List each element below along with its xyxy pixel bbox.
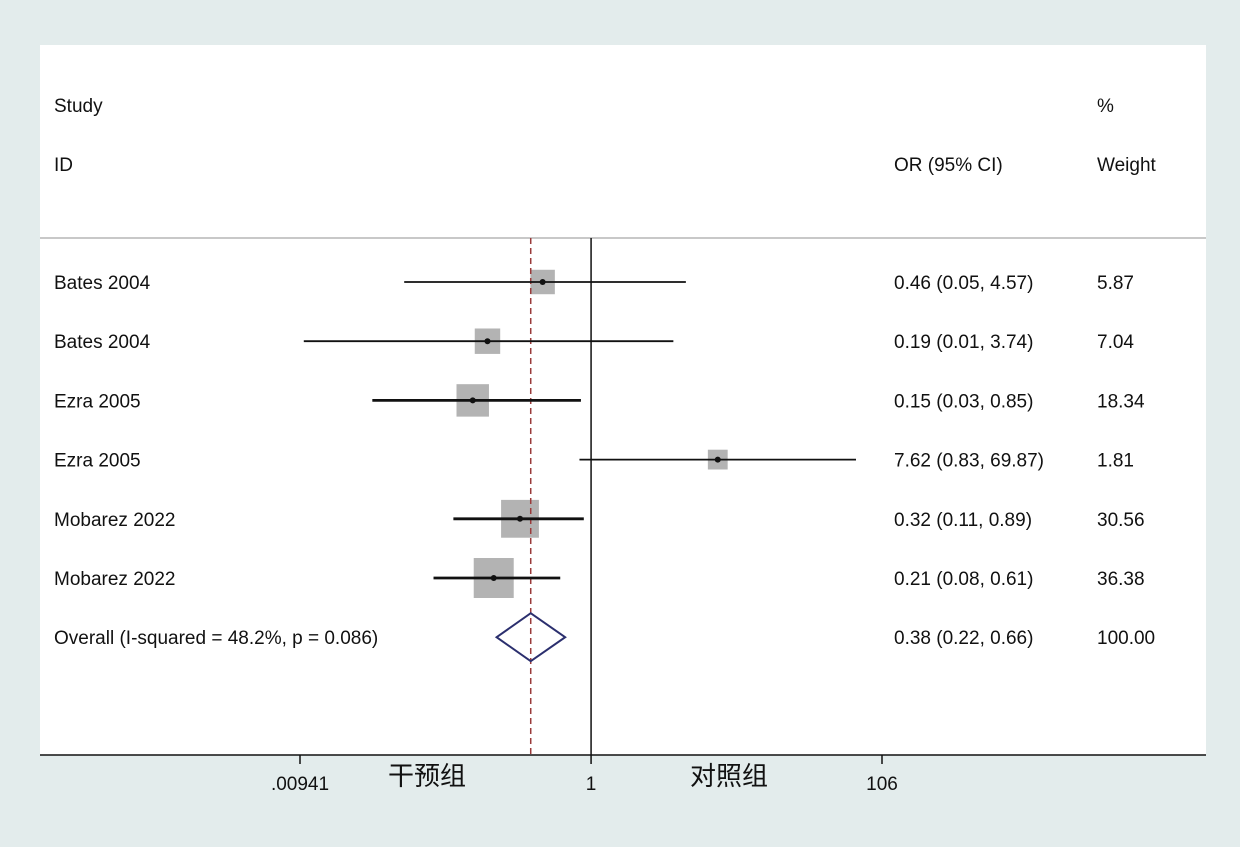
ci-text: 0.15 (0.03, 0.85)	[894, 391, 1033, 412]
study-rows: Bates 2004 0.46 (0.05, 4.57) 5.87 Bates 200…	[54, 238, 1155, 755]
ci-text: 0.19 (0.01, 3.74)	[894, 332, 1033, 353]
point-estimate	[516, 515, 523, 522]
study-label: Bates 2004	[54, 273, 151, 294]
x-tick-label: .00941	[271, 774, 329, 795]
header-id-label: ID	[54, 155, 73, 176]
point-estimate	[714, 456, 721, 463]
header-percent-label: %	[1097, 96, 1114, 117]
weight-text: 7.04	[1097, 332, 1134, 353]
point-estimate	[484, 338, 491, 345]
overall-ci-text: 0.38 (0.22, 0.66)	[894, 628, 1033, 649]
study-label: Ezra 2005	[54, 451, 141, 472]
header-study-label: Study	[54, 96, 103, 117]
x-axis-ticks: .00941 1 106	[271, 755, 898, 795]
favours-left-label: 干预组	[388, 762, 466, 792]
weight-text: 1.81	[1097, 451, 1134, 472]
point-estimate	[469, 397, 476, 404]
ci-text: 7.62 (0.83, 69.87)	[894, 451, 1044, 472]
weight-text: 5.87	[1097, 273, 1134, 294]
study-label: Mobarez 2022	[54, 569, 175, 590]
favours-right-label: 对照组	[690, 762, 768, 792]
point-estimate	[539, 279, 546, 285]
weight-text: 36.38	[1097, 569, 1145, 590]
study-label: Mobarez 2022	[54, 510, 175, 531]
header-effect-label: OR (95% CI)	[894, 155, 1003, 176]
overall-label: Overall (I-squared = 48.2%, p = 0.086)	[54, 628, 378, 649]
header-weight-label: Weight	[1097, 155, 1157, 176]
x-tick-label: 106	[866, 774, 898, 795]
overall-diamond	[494, 611, 567, 663]
study-label: Ezra 2005	[54, 391, 141, 412]
study-label: Bates 2004	[54, 332, 151, 353]
weight-text: 30.56	[1097, 510, 1145, 531]
plot-panel	[40, 45, 1206, 755]
point-estimate	[490, 575, 497, 581]
ci-text: 0.21 (0.08, 0.61)	[894, 569, 1033, 590]
x-tick-label: 1	[586, 774, 597, 795]
ci-text: 0.32 (0.11, 0.89)	[894, 510, 1032, 531]
overall-weight-text: 100.00	[1097, 628, 1155, 649]
weight-text: 18.34	[1097, 391, 1145, 412]
ci-text: 0.46 (0.05, 4.57)	[894, 273, 1033, 294]
